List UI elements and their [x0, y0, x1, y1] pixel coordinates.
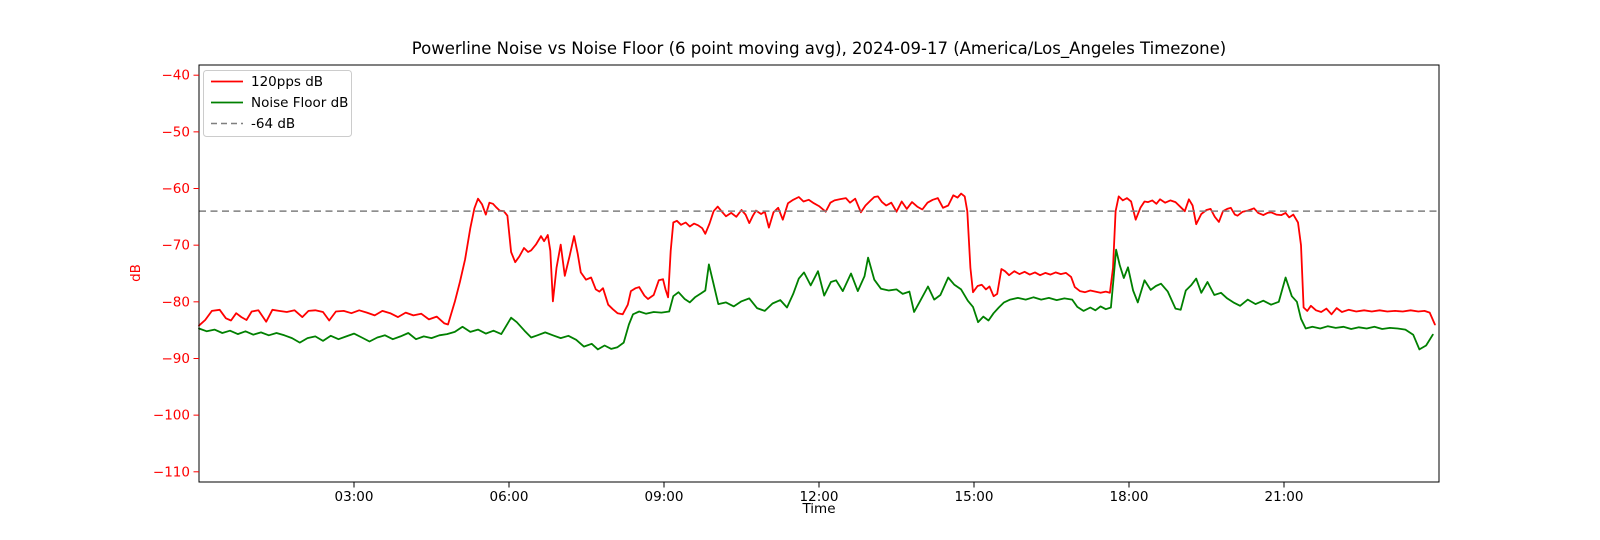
legend-label-noise-floor: Noise Floor dB: [251, 95, 348, 111]
legend-label-threshold: -64 dB: [251, 116, 295, 132]
x-tick-label: 06:00: [490, 489, 529, 505]
legend-box: [203, 70, 352, 137]
y-tick-label: −100: [153, 408, 190, 424]
y-tick-label: −110: [153, 464, 190, 480]
y-tick-label: −50: [162, 124, 191, 140]
x-tick-label: 03:00: [335, 489, 374, 505]
legend: 120pps dB Noise Floor dB -64 dB: [203, 70, 352, 137]
series-line-0: [198, 192, 1436, 327]
x-tick-label: 15:00: [955, 489, 994, 505]
y-tick-label: −40: [162, 68, 191, 84]
x-tick-label: 09:00: [645, 489, 684, 505]
y-axis-label: dB: [128, 264, 144, 282]
x-tick-label: 12:00: [800, 489, 839, 505]
y-tick-label: −70: [162, 238, 191, 254]
y-tick-label: −90: [162, 351, 191, 367]
y-tick-label: −80: [162, 294, 191, 310]
x-tick-label: 21:00: [1265, 489, 1304, 505]
y-tick-label: −60: [162, 181, 191, 197]
series-layer: [198, 192, 1436, 351]
x-tick-label: 18:00: [1110, 489, 1149, 505]
series-line-1: [198, 248, 1434, 351]
chart-title: Powerline Noise vs Noise Floor (6 point …: [412, 39, 1226, 59]
tick-layer: 03:00 06:00 09:00 12:00 15:00 18:00 21:00 −40 −5…: [153, 68, 1304, 505]
x-axis-label: Time: [801, 501, 835, 517]
legend-label-120pps: 120pps dB: [251, 74, 323, 90]
